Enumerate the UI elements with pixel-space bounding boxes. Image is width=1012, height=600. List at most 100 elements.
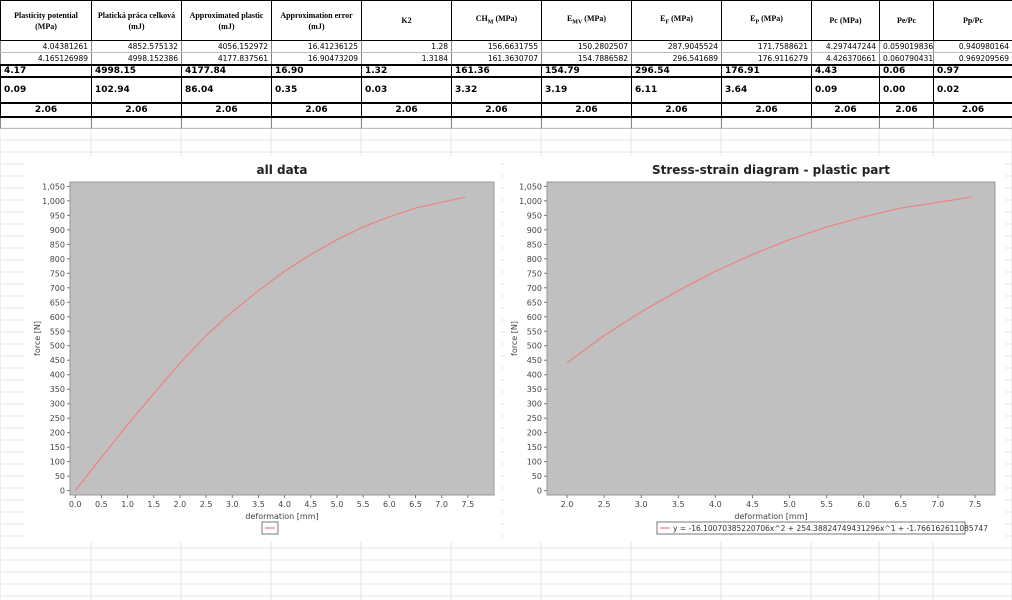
y-tick-label: 850 xyxy=(527,240,542,249)
header-cell: Pp/Pc xyxy=(933,0,1012,41)
x-tick-label: 5.0 xyxy=(331,500,344,509)
table-row: 2.06 2.06 2.06 2.06 2.06 2.06 2.06 2.06 2.06 2.06… xyxy=(0,101,1012,118)
table-cell: 0.09 xyxy=(0,75,92,103)
x-tick-label: 2.5 xyxy=(200,500,213,509)
header-cell: Pe/Pc xyxy=(879,0,934,41)
y-tick-label: 0 xyxy=(537,487,542,496)
y-tick-label: 400 xyxy=(527,371,542,380)
x-tick-label: 2.0 xyxy=(174,500,187,509)
y-tick-label: 650 xyxy=(527,298,542,307)
header-cell: CHM (MPa) xyxy=(451,0,542,41)
header-sub: P xyxy=(755,19,760,26)
legend-box xyxy=(656,521,966,535)
y-tick-label: 50 xyxy=(55,472,65,481)
header-cell: EMV (MPa) xyxy=(541,0,632,41)
table-cell: 2.06 xyxy=(933,101,1012,118)
y-tick-label: 0 xyxy=(60,487,65,496)
y-tick-label: 900 xyxy=(50,226,65,235)
y-tick-label: 950 xyxy=(527,211,542,220)
y-tick-label: 150 xyxy=(50,443,65,452)
x-tick-label: 4.5 xyxy=(304,500,317,509)
x-tick-label: 6.5 xyxy=(409,500,422,509)
y-tick-label: 400 xyxy=(50,371,65,380)
y-tick-label: 1,000 xyxy=(42,197,65,206)
header-sub: M xyxy=(487,19,494,26)
x-tick-label: 7.5 xyxy=(969,500,982,509)
header-sub: MV xyxy=(572,19,583,26)
y-tick-label: 50 xyxy=(532,472,542,481)
header-cell: EP (MPa) xyxy=(721,0,812,41)
y-tick-label: 300 xyxy=(527,400,542,409)
y-tick-label: 150 xyxy=(527,443,542,452)
x-axis-label: deformation [mm] xyxy=(734,512,807,521)
y-tick-label: 500 xyxy=(50,342,65,351)
header-unit: (MPa) xyxy=(761,13,783,23)
x-tick-label: 0.5 xyxy=(95,500,108,509)
x-tick-label: 1.5 xyxy=(147,500,160,509)
table-cell: 2.06 xyxy=(721,101,812,118)
header-cell: Platická práca celková (mJ) xyxy=(91,0,182,41)
table-cell: 2.06 xyxy=(811,101,880,118)
table-cell: 2.06 xyxy=(451,101,542,118)
table-row: 4.17 4998.15 4177.84 16.90 1.32 161.36 154.79 2… xyxy=(0,63,1012,77)
x-tick-label: 5.0 xyxy=(783,500,796,509)
y-tick-label: 750 xyxy=(50,269,65,278)
y-tick-label: 1,050 xyxy=(519,182,542,191)
table-cell: 86.04 xyxy=(181,75,272,103)
y-tick-label: 1,000 xyxy=(519,197,542,206)
x-tick-label: 7.5 xyxy=(461,500,474,509)
y-tick-label: 100 xyxy=(527,458,542,467)
y-tick-label: 900 xyxy=(527,226,542,235)
results-table: Plasticity potential (MPa) Platická práca… xyxy=(0,0,1012,129)
header-text: E xyxy=(566,13,573,23)
data-line xyxy=(566,196,972,364)
table-cell: 2.06 xyxy=(181,101,272,118)
y-tick-label: 700 xyxy=(527,284,542,293)
x-tick-label: 1.0 xyxy=(121,500,134,509)
x-tick-label: 3.5 xyxy=(252,500,265,509)
header-text: E xyxy=(660,13,666,23)
y-tick-label: 100 xyxy=(50,458,65,467)
x-tick-label: 2.0 xyxy=(561,500,574,509)
y-tick-label: 350 xyxy=(50,385,65,394)
header-cell: EF (MPa) xyxy=(631,0,722,41)
plot-area xyxy=(546,181,996,496)
y-tick-label: 800 xyxy=(527,255,542,264)
table-cell: 0.00 xyxy=(879,75,934,103)
x-tick-label: 5.5 xyxy=(820,500,833,509)
plot-area xyxy=(69,181,495,496)
header-cell: Approximation error (mJ) xyxy=(271,0,362,41)
y-tick-label: 300 xyxy=(50,400,65,409)
x-tick-label: 6.5 xyxy=(894,500,907,509)
y-tick-label: 700 xyxy=(50,284,65,293)
header-text: CH xyxy=(475,13,488,23)
y-tick-label: 450 xyxy=(50,356,65,365)
data-line xyxy=(74,196,466,492)
table-cell: 2.06 xyxy=(361,101,452,118)
y-axis-label: force [N] xyxy=(33,321,42,356)
x-tick-label: 0.0 xyxy=(69,500,82,509)
header-unit: (MPa) xyxy=(671,13,693,23)
x-tick-label: 3.0 xyxy=(635,500,648,509)
x-tick-label: 4.0 xyxy=(278,500,291,509)
header-sub: F xyxy=(665,19,670,26)
y-tick-label: 250 xyxy=(50,414,65,423)
y-tick-label: 750 xyxy=(527,269,542,278)
y-tick-label: 1,050 xyxy=(42,182,65,191)
y-tick-label: 250 xyxy=(527,414,542,423)
y-tick-label: 450 xyxy=(527,356,542,365)
y-tick-label: 600 xyxy=(50,313,65,322)
x-axis-label: deformation [mm] xyxy=(245,512,318,521)
y-tick-label: 600 xyxy=(527,313,542,322)
x-tick-label: 4.0 xyxy=(709,500,722,509)
header-text: E xyxy=(750,13,756,23)
header-cell: Plasticity potential (MPa) xyxy=(0,0,92,41)
table-cell: 3.32 xyxy=(451,75,542,103)
y-tick-label: 500 xyxy=(527,342,542,351)
legend-label: y = -16.10070385220706x^2 + 254.38824749… xyxy=(673,524,988,533)
chart-title: all data xyxy=(256,163,307,177)
x-tick-label: 2.5 xyxy=(598,500,611,509)
chart-title: Stress-strain diagram - plastic part xyxy=(652,163,890,177)
